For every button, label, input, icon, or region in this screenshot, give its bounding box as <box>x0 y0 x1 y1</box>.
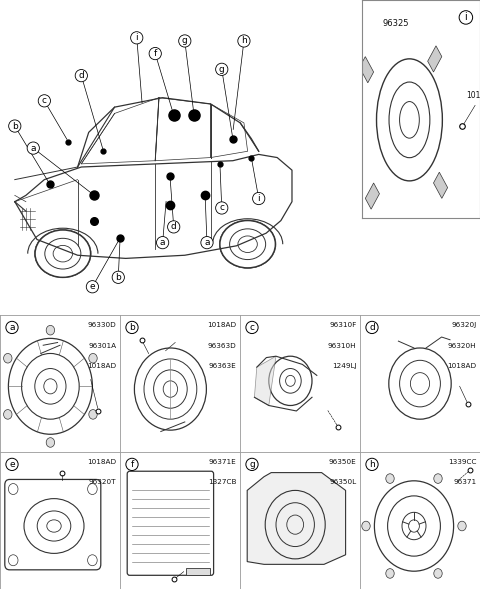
Text: 1018AD: 1018AD <box>464 91 480 124</box>
Circle shape <box>46 325 55 335</box>
Text: b: b <box>129 323 135 332</box>
Text: e: e <box>9 460 15 469</box>
Circle shape <box>3 353 12 363</box>
Text: g: g <box>219 65 225 74</box>
Text: h: h <box>241 37 247 45</box>
Text: i: i <box>257 194 260 203</box>
Text: 96310F: 96310F <box>329 322 356 328</box>
Bar <box>428 46 442 72</box>
Text: 1327CB: 1327CB <box>208 479 236 485</box>
Text: 96330D: 96330D <box>88 322 116 328</box>
Circle shape <box>35 230 91 278</box>
Text: a: a <box>204 238 210 247</box>
Bar <box>433 172 448 198</box>
Text: d: d <box>369 323 375 332</box>
Text: h: h <box>369 460 375 469</box>
Text: c: c <box>219 203 224 213</box>
Bar <box>186 568 210 575</box>
Circle shape <box>458 521 466 531</box>
Circle shape <box>46 438 55 447</box>
Polygon shape <box>247 472 346 564</box>
Circle shape <box>386 568 394 578</box>
Circle shape <box>89 353 97 363</box>
Text: a: a <box>160 238 166 247</box>
Text: 1018AD: 1018AD <box>207 322 236 328</box>
Text: 1018AD: 1018AD <box>87 459 116 465</box>
Text: 96363D: 96363D <box>208 343 236 349</box>
Bar <box>360 57 373 83</box>
Text: 1339CC: 1339CC <box>448 459 476 465</box>
Text: c: c <box>42 97 47 105</box>
Circle shape <box>434 568 442 578</box>
Text: c: c <box>250 323 254 332</box>
Text: i: i <box>135 34 138 42</box>
Text: f: f <box>131 460 133 469</box>
Text: 96363E: 96363E <box>209 363 236 369</box>
Circle shape <box>434 474 442 484</box>
Text: 96325: 96325 <box>382 19 408 28</box>
Text: i: i <box>465 12 467 22</box>
Text: 96350E: 96350E <box>329 459 356 465</box>
Text: 1249LJ: 1249LJ <box>332 363 356 369</box>
Text: 96320T: 96320T <box>89 479 116 485</box>
Text: 96310H: 96310H <box>328 343 356 349</box>
Text: 96320H: 96320H <box>448 343 476 349</box>
Text: e: e <box>90 282 95 291</box>
Text: b: b <box>115 273 121 282</box>
Text: 96371: 96371 <box>453 479 476 485</box>
Text: 96320J: 96320J <box>451 322 476 328</box>
Polygon shape <box>254 356 276 405</box>
Text: f: f <box>154 49 157 58</box>
Circle shape <box>3 409 12 419</box>
Text: a: a <box>31 144 36 153</box>
Text: 96350L: 96350L <box>329 479 356 485</box>
Text: 1018AD: 1018AD <box>87 363 116 369</box>
Bar <box>365 183 380 209</box>
Text: d: d <box>171 223 177 231</box>
Text: g: g <box>182 37 188 45</box>
Circle shape <box>362 521 370 531</box>
Circle shape <box>219 220 276 269</box>
Circle shape <box>89 409 97 419</box>
Text: a: a <box>9 323 15 332</box>
Text: 96301A: 96301A <box>88 343 116 349</box>
Text: d: d <box>78 71 84 80</box>
Text: g: g <box>249 460 255 469</box>
Circle shape <box>386 474 394 484</box>
Text: b: b <box>12 121 18 131</box>
Text: 96371E: 96371E <box>209 459 236 465</box>
Text: 1018AD: 1018AD <box>447 363 476 369</box>
